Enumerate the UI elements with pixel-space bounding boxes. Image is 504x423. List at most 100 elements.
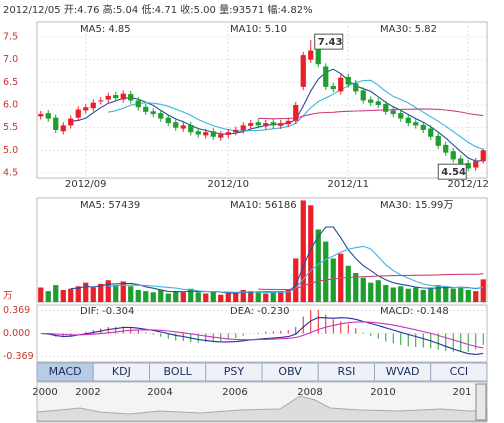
y-tick-label: 7.5 bbox=[3, 31, 18, 42]
year-label: 2000 bbox=[32, 387, 57, 398]
volume-bar bbox=[270, 292, 276, 302]
volume-bar bbox=[443, 286, 449, 302]
candle-body bbox=[255, 122, 261, 126]
volume-bar bbox=[353, 272, 359, 302]
candle-body bbox=[345, 76, 351, 85]
volume-bar bbox=[278, 291, 284, 302]
year-label: 2002 bbox=[75, 387, 100, 398]
candle-body bbox=[398, 113, 404, 119]
candle-body bbox=[300, 55, 306, 87]
candle-body bbox=[293, 104, 299, 121]
volume-bar bbox=[300, 200, 306, 302]
volume-bar bbox=[75, 286, 81, 302]
tab-label: WVAD bbox=[386, 365, 420, 378]
candle-body bbox=[38, 114, 44, 117]
volume-ma-line bbox=[258, 273, 484, 291]
volume-bar bbox=[345, 265, 351, 302]
candle-body bbox=[270, 122, 276, 126]
candle-body bbox=[195, 131, 201, 135]
y-tick-label: 5.0 bbox=[3, 145, 18, 156]
volume-bar bbox=[308, 205, 314, 302]
date-label: 2012/09 bbox=[65, 179, 107, 190]
year-label: 2010 bbox=[370, 387, 395, 398]
candle-body bbox=[248, 123, 254, 126]
tab-label: OBV bbox=[278, 365, 302, 378]
volume-bar bbox=[398, 286, 404, 302]
y-tick-label: 6.5 bbox=[3, 77, 18, 88]
high-label: 7.43 bbox=[318, 37, 343, 48]
volume-bar bbox=[165, 293, 171, 302]
y-tick-label: 7.0 bbox=[3, 54, 18, 65]
volume-bar bbox=[45, 291, 51, 302]
volume-bar bbox=[83, 282, 89, 302]
tab-label: BOLL bbox=[163, 365, 192, 378]
volume-bar bbox=[458, 287, 464, 302]
candle-body bbox=[90, 102, 96, 109]
header: 2012/12/05 开:4.76 高:5.04 低:4.71 收:5.00 量… bbox=[3, 3, 313, 16]
candle-body bbox=[188, 124, 194, 133]
candle-body bbox=[323, 66, 329, 87]
tab-label: RSI bbox=[337, 365, 355, 378]
y-tick-label: 5.5 bbox=[3, 122, 18, 133]
volume-bar bbox=[188, 288, 194, 302]
candle-body bbox=[203, 132, 209, 136]
date-label: 2012/10 bbox=[207, 179, 249, 190]
tab-label: PSY bbox=[224, 365, 245, 378]
candle-body bbox=[390, 110, 396, 115]
volume-bar bbox=[240, 289, 246, 302]
date-label: 2012/12 bbox=[447, 179, 489, 190]
volume-bar bbox=[158, 289, 164, 302]
navigator-handle[interactable] bbox=[475, 383, 487, 421]
volume-bar bbox=[330, 258, 336, 302]
volume-bar bbox=[375, 280, 381, 302]
candle-body bbox=[473, 161, 479, 168]
candle-body bbox=[375, 101, 381, 105]
candle-body bbox=[435, 135, 441, 146]
candle-body bbox=[368, 99, 374, 103]
dea-line bbox=[40, 321, 484, 349]
candle-body bbox=[180, 125, 186, 129]
y-tick-label: 4.5 bbox=[3, 168, 18, 179]
year-label: 2008 bbox=[297, 387, 322, 398]
volume-bar bbox=[113, 285, 119, 302]
volume-unit: 万 bbox=[3, 291, 13, 302]
volume-bar bbox=[128, 286, 134, 302]
candle-body bbox=[98, 100, 104, 102]
candle-body bbox=[53, 117, 59, 130]
volume-bar bbox=[263, 293, 269, 302]
candle-body bbox=[120, 93, 126, 100]
candle-body bbox=[480, 150, 486, 162]
volume-bar bbox=[180, 292, 186, 302]
tab-label: MACD bbox=[49, 365, 82, 378]
legend-entry: MA30: 15.99万 bbox=[380, 200, 453, 211]
volume-bar bbox=[195, 292, 201, 302]
volume-bar bbox=[413, 287, 419, 302]
candle-body bbox=[75, 109, 81, 118]
year-label: 2006 bbox=[222, 387, 247, 398]
volume-bar bbox=[405, 288, 411, 302]
candle-body bbox=[45, 113, 51, 119]
low-label: 4.54 bbox=[441, 167, 466, 178]
volume-bar bbox=[255, 292, 261, 302]
legend-entry: MA10: 56186 bbox=[230, 200, 297, 211]
y-tick-label: 6.0 bbox=[3, 99, 18, 110]
volume-bar bbox=[293, 258, 299, 302]
candle-body bbox=[330, 85, 336, 90]
candle-body bbox=[128, 94, 134, 101]
volume-bar bbox=[225, 293, 231, 302]
candle-body bbox=[150, 111, 156, 115]
volume-bar bbox=[390, 287, 396, 302]
legend-entry: MA30: 5.82 bbox=[380, 24, 437, 35]
volume-bar bbox=[315, 229, 321, 302]
candle-body bbox=[225, 132, 231, 135]
candle-body bbox=[240, 125, 246, 131]
tab[interactable] bbox=[430, 362, 488, 382]
y-tick-label: 0.000 bbox=[3, 328, 30, 339]
candle-body bbox=[405, 117, 411, 124]
low-box bbox=[437, 163, 467, 180]
candle-body bbox=[285, 120, 291, 125]
candle-body bbox=[458, 158, 464, 164]
volume-bar bbox=[368, 282, 374, 302]
candle-body bbox=[135, 100, 141, 108]
